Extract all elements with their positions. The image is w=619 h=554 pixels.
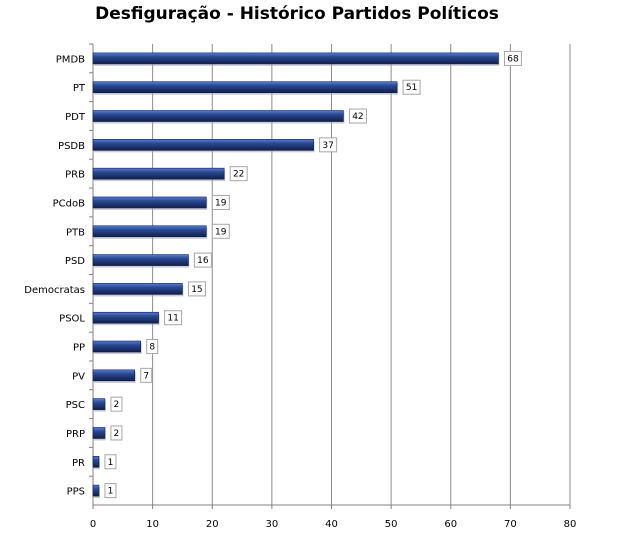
data-label-box	[211, 223, 230, 239]
category-label: PRB	[65, 170, 85, 181]
data-label-box	[503, 50, 522, 66]
category-label: PP	[73, 343, 85, 354]
bar-prb	[92, 167, 225, 180]
category-label: PSC	[66, 400, 85, 411]
data-label-box	[211, 194, 230, 210]
data-label: 1	[108, 487, 114, 497]
data-label: 11	[167, 314, 178, 324]
data-label-box	[193, 252, 212, 268]
category-label: PT	[73, 83, 86, 94]
bar-psc	[92, 398, 106, 410]
category-label: PTB	[66, 227, 85, 238]
data-label: 2	[114, 429, 120, 439]
data-label: 16	[197, 256, 209, 266]
category-label: PR	[72, 458, 85, 469]
data-label-box	[140, 367, 153, 383]
category-label: PPS	[67, 487, 85, 498]
data-label: 2	[114, 400, 120, 410]
bar-ptb	[92, 225, 207, 238]
data-label-box	[229, 166, 248, 182]
x-tick-label: 70	[504, 519, 517, 530]
tick-labels: 0 10 20 30 40 50 60 70 80	[90, 519, 577, 530]
x-tick-label: 60	[444, 519, 457, 530]
data-label: 51	[406, 83, 417, 93]
data-label: 42	[352, 112, 363, 122]
x-tick-label: 0	[90, 519, 96, 530]
category-label: PDT	[65, 112, 86, 123]
bar-pmdb	[92, 52, 499, 65]
x-tick-label: 40	[325, 519, 338, 530]
data-label: 22	[233, 170, 244, 180]
bar-pp	[92, 340, 142, 353]
bar-psdb	[92, 139, 314, 151]
data-label-box	[104, 483, 117, 499]
category-label: PMDB	[56, 54, 85, 65]
data-label-box	[348, 108, 367, 124]
bar-pv	[92, 369, 136, 382]
data-label-box	[187, 281, 206, 297]
gridlines	[152, 44, 571, 505]
data-label: 19	[215, 227, 227, 237]
x-tick-label: 50	[385, 519, 398, 530]
x-tick-label: 10	[146, 519, 159, 530]
data-label-box	[319, 137, 338, 153]
bars	[92, 52, 500, 499]
data-label: 7	[143, 371, 149, 381]
bar-pcdob	[92, 196, 207, 209]
data-label-box	[146, 339, 159, 355]
bar-democratas	[92, 283, 183, 295]
category-label: PSDB	[58, 141, 85, 152]
category-labels: PMDB PT PDT PSDB PRB PCdoB PTB PSD Democratas PSO…	[24, 54, 86, 497]
data-label: 1	[108, 458, 114, 468]
x-tick-label: 80	[564, 519, 577, 530]
data-label-box	[402, 79, 421, 95]
data-label: 15	[191, 285, 202, 295]
category-label: PSOL	[59, 314, 85, 325]
category-label: PSD	[65, 256, 85, 267]
bar-prp	[92, 427, 106, 439]
bar-pt	[92, 81, 398, 94]
data-label: 68	[507, 54, 519, 64]
category-label: Democratas	[24, 285, 85, 296]
data-label-box	[110, 425, 123, 441]
bar-pps	[92, 484, 100, 497]
category-label: PCdoB	[53, 198, 85, 209]
bar-pdt	[92, 110, 344, 122]
data-label: 37	[322, 141, 333, 151]
data-label: 19	[215, 198, 227, 208]
category-label: PV	[72, 371, 85, 382]
data-label-box	[110, 396, 123, 412]
category-label: PRP	[66, 429, 85, 440]
bar-psd	[92, 254, 189, 266]
chart-title: Desfiguração - Histórico Partidos Políti…	[95, 4, 499, 24]
x-tick-label: 20	[206, 519, 219, 530]
data-label-box	[164, 310, 183, 326]
bar-psol	[92, 311, 159, 324]
data-label-box	[104, 454, 117, 470]
data-label: 8	[149, 343, 155, 353]
x-tick-label: 30	[266, 519, 279, 530]
bar-pr	[92, 455, 100, 468]
